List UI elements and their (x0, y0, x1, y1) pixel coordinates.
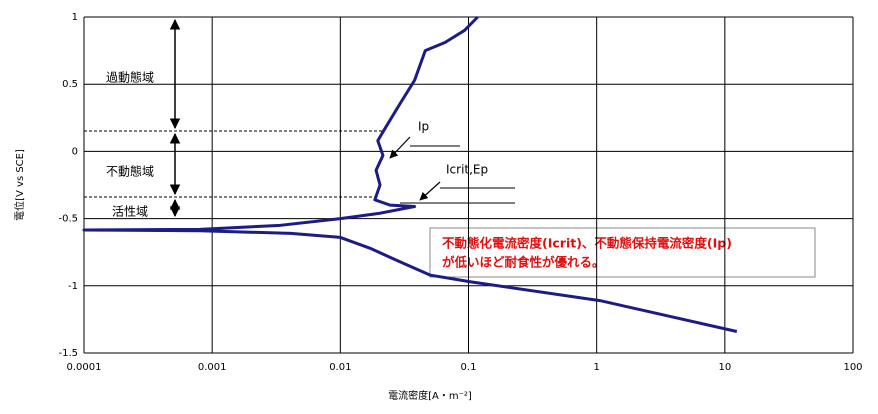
annotation: 過動態域 (106, 70, 154, 85)
y-tick-label: -1.5 (58, 348, 78, 359)
x-tick-label: 0.1 (461, 362, 477, 373)
annotation: 不動態域 (106, 164, 154, 179)
note-text: が低いほど耐食性が優れる。 (442, 255, 605, 270)
x-tick-label: 10 (718, 362, 731, 373)
x-axis-label: 電流密度[A・m⁻²] (388, 389, 472, 402)
y-tick-label: 0 (72, 146, 78, 157)
annotation: 活性域 (112, 205, 148, 219)
x-tick-label: 0.0001 (67, 362, 102, 373)
y-tick-label: -0.5 (58, 214, 78, 225)
y-tick-label: 1 (72, 12, 78, 23)
x-tick-label: 100 (843, 362, 862, 373)
annotation: Icrit,Ep (446, 163, 488, 177)
x-tick-label: 0.01 (329, 362, 351, 373)
annotation: Ip (418, 120, 429, 134)
x-tick-label: 1 (593, 362, 599, 373)
note-text: 不動態化電流密度(Icrit)、不動態保持電流密度(Ip) (442, 236, 732, 251)
data-line (82, 15, 738, 333)
y-tick-label: 0.5 (62, 79, 78, 90)
y-tick-label: -1 (68, 281, 78, 292)
annotation-shapes (84, 18, 816, 278)
x-tick-label: 0.001 (198, 362, 227, 373)
y-axis-label: 電位[V vs SCE] (13, 149, 26, 221)
